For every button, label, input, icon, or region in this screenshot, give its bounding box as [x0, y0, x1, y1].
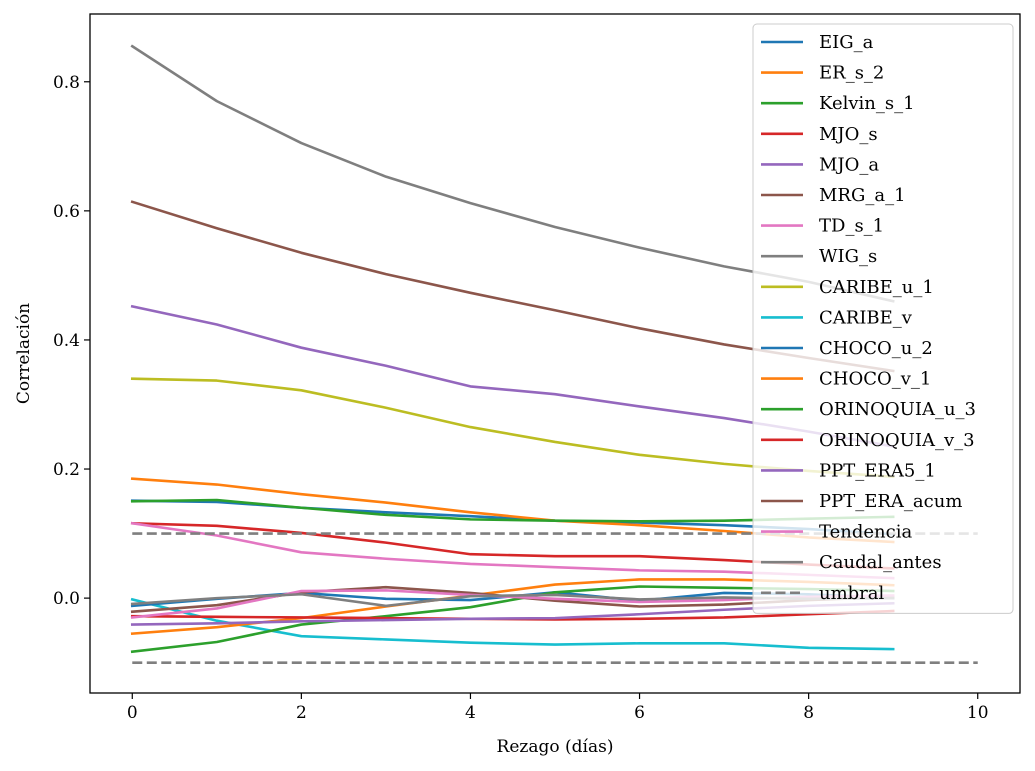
x-axis-ticks: 0 2 4 6 8 10: [127, 693, 989, 723]
legend-label: CHOCO_v_1: [819, 369, 931, 390]
legend-label: PPT_ERA_acum: [819, 491, 962, 512]
legend-label: TD_s_1: [819, 216, 884, 237]
legend-label: ORINOQUIA_u_3: [819, 399, 976, 420]
legend-label: CHOCO_u_2: [819, 338, 933, 359]
legend-label: MRG_a_1: [819, 185, 906, 206]
legend-label: MJO_a: [819, 154, 879, 175]
legend-label: Kelvin_s_1: [819, 93, 915, 114]
legend-label: ER_s_2: [819, 63, 884, 84]
y-tick-label: 0.6: [53, 202, 80, 222]
y-axis-ticks: 0.0 0.2 0.4 0.6 0.8: [53, 73, 90, 609]
x-tick-label: 10: [967, 703, 989, 723]
y-tick-label: 0.8: [53, 73, 80, 93]
legend-label: MJO_s: [819, 124, 878, 145]
x-tick-label: 2: [296, 703, 307, 723]
plot-frame: [89, 13, 1021, 694]
series-line-CARIBE_v: [130, 597, 895, 651]
legend-label: CARIBE_u_1: [819, 277, 934, 298]
legend-label: EIG_a: [819, 32, 874, 53]
legend-label: ORINOQUIA_v_3: [819, 430, 975, 451]
legend: EIG_a ER_s_2 Kelvin_s_1 MJO_s MJO_a MRG_a_1 TD…: [752, 23, 1014, 614]
y-tick-label: 0.2: [53, 460, 80, 480]
legend-box: [752, 23, 1014, 614]
legend-label: WIG_s: [819, 246, 877, 267]
y-axis-label: Correlación: [14, 303, 34, 404]
legend-label: CARIBE_v: [819, 307, 913, 328]
legend-label: umbral: [819, 583, 885, 604]
x-tick-label: 6: [634, 703, 645, 723]
x-tick-label: 4: [465, 703, 476, 723]
x-tick-label: 0: [127, 703, 138, 723]
legend-label: Caudal_antes: [819, 552, 942, 573]
x-tick-label: 8: [803, 703, 814, 723]
legend-label: PPT_ERA5_1: [819, 460, 936, 481]
x-axis-label: Rezago (días): [497, 737, 614, 757]
legend-label: Tendencia: [819, 522, 912, 543]
y-tick-label: 0.0: [53, 589, 80, 609]
y-tick-label: 0.4: [53, 331, 80, 351]
